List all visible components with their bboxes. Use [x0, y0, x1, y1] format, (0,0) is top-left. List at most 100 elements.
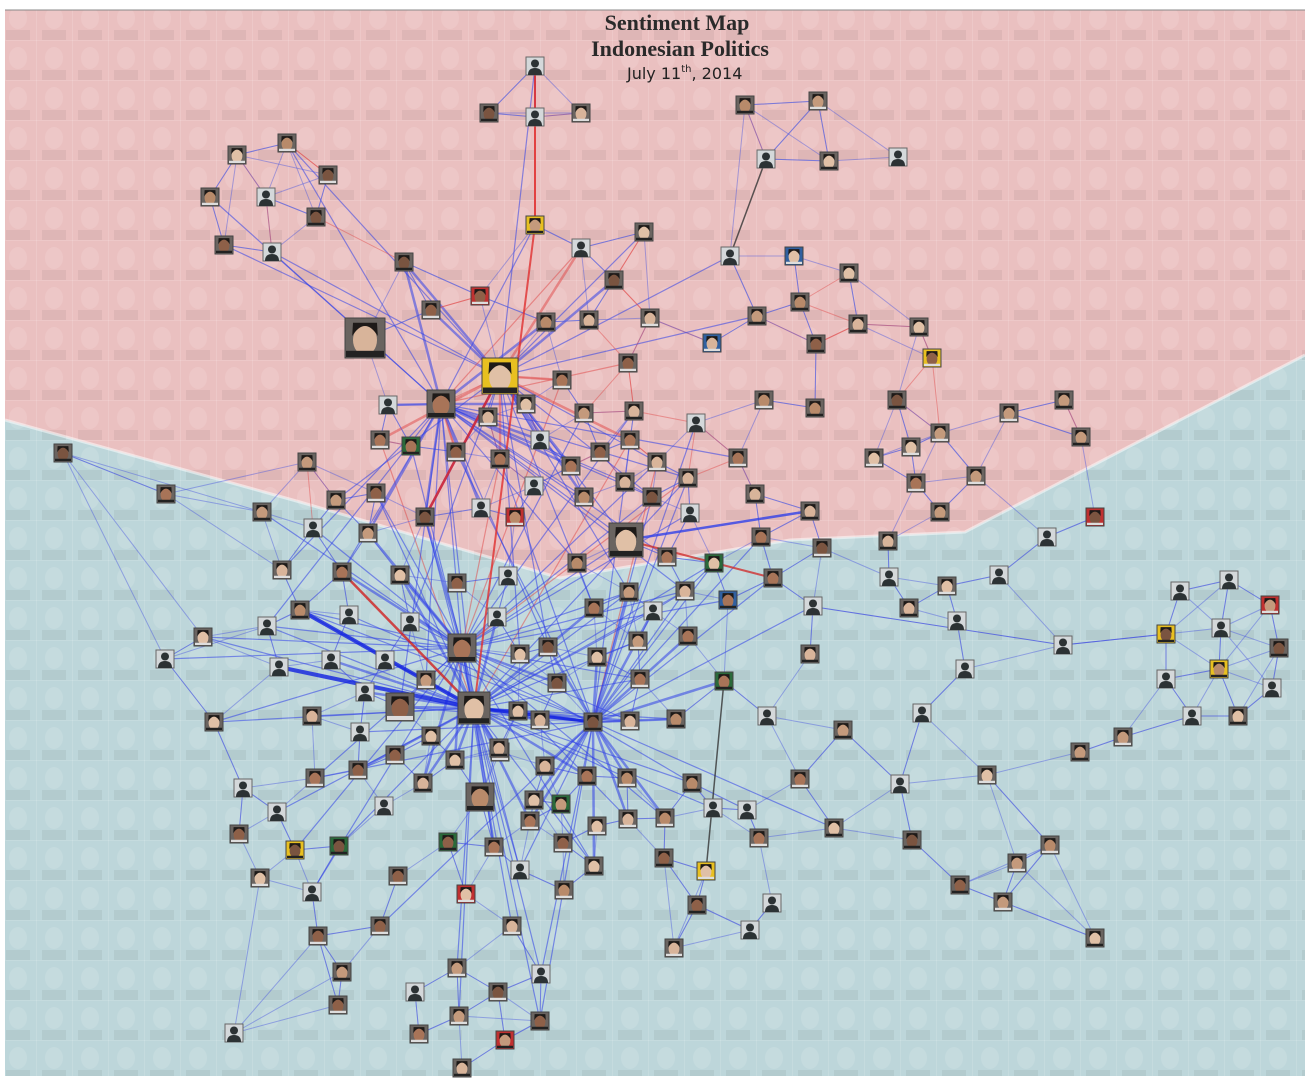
shirt [372, 931, 388, 934]
shirt [310, 941, 326, 944]
silhouette-body [236, 790, 250, 797]
shirt [428, 412, 454, 417]
edge [888, 576, 948, 587]
hair [558, 883, 570, 890]
silhouette-head [275, 660, 283, 669]
edge [729, 104, 746, 257]
hair [394, 568, 406, 575]
shirt [835, 735, 851, 738]
shirt [903, 452, 919, 455]
node [481, 357, 519, 395]
face [281, 137, 293, 151]
edge [403, 261, 481, 297]
silhouette-body [1173, 593, 1187, 600]
node [909, 317, 929, 337]
edge [545, 321, 563, 381]
silhouette-head [896, 777, 904, 786]
hair [571, 556, 583, 563]
node [696, 861, 716, 881]
node [385, 745, 405, 765]
node [510, 644, 530, 664]
node [930, 502, 950, 522]
edge [723, 599, 729, 682]
shirt [158, 499, 174, 502]
node [922, 348, 942, 368]
hair [926, 351, 938, 358]
face [456, 1062, 468, 1076]
hair [619, 475, 631, 482]
edge [233, 971, 343, 1034]
hair [336, 565, 348, 572]
edge [756, 315, 817, 345]
edge [440, 403, 578, 564]
node [525, 56, 545, 76]
node [571, 103, 591, 123]
edge [808, 605, 1064, 646]
edge [461, 647, 595, 867]
silhouette-body [490, 619, 504, 626]
face [528, 794, 540, 808]
face [632, 635, 644, 649]
title: Sentiment Map [605, 10, 750, 35]
shirt [346, 350, 384, 357]
hair [1074, 745, 1086, 752]
silhouette-body [528, 119, 542, 126]
hair [301, 455, 313, 462]
shirt [630, 646, 646, 649]
node [657, 547, 677, 567]
edge [975, 475, 1048, 538]
face [398, 256, 410, 270]
edge [766, 715, 801, 780]
hair [312, 929, 324, 936]
edge [473, 477, 689, 709]
silhouette-head [1162, 672, 1170, 681]
shirt [396, 267, 412, 270]
hair [306, 709, 318, 716]
silhouette-head [1188, 709, 1196, 718]
node [618, 353, 638, 373]
node [634, 222, 654, 242]
shirt [334, 977, 350, 980]
shirt [792, 784, 808, 787]
silhouette-head [1176, 584, 1184, 593]
shirt [392, 580, 408, 583]
face [588, 602, 600, 616]
node [290, 600, 310, 620]
edge [499, 279, 615, 377]
node [457, 691, 491, 725]
silhouette-body [1214, 630, 1228, 637]
node [471, 498, 491, 518]
silhouette-body [759, 161, 773, 168]
node [1209, 659, 1229, 679]
hair [555, 797, 567, 804]
hair [809, 401, 821, 408]
shirt [504, 931, 520, 934]
hair [722, 593, 734, 600]
silhouette-body [723, 258, 737, 265]
face [370, 487, 382, 501]
node [912, 703, 932, 723]
hair [583, 313, 595, 320]
hair [868, 451, 880, 458]
shirt [576, 502, 592, 505]
face [489, 364, 511, 392]
face [622, 813, 634, 827]
face [755, 531, 767, 545]
silhouette-head [361, 685, 369, 694]
node [756, 149, 776, 169]
node [505, 507, 525, 527]
shirt [537, 771, 553, 774]
edge [375, 492, 475, 709]
node [269, 657, 289, 677]
hair [494, 452, 506, 459]
face [767, 572, 779, 586]
edge [814, 343, 817, 409]
hair [753, 831, 765, 838]
silhouette-body [706, 810, 720, 817]
shirt [644, 502, 660, 505]
face [565, 460, 577, 474]
node [1053, 635, 1073, 655]
face [482, 411, 494, 425]
shirt [522, 826, 538, 829]
edge [440, 402, 572, 468]
